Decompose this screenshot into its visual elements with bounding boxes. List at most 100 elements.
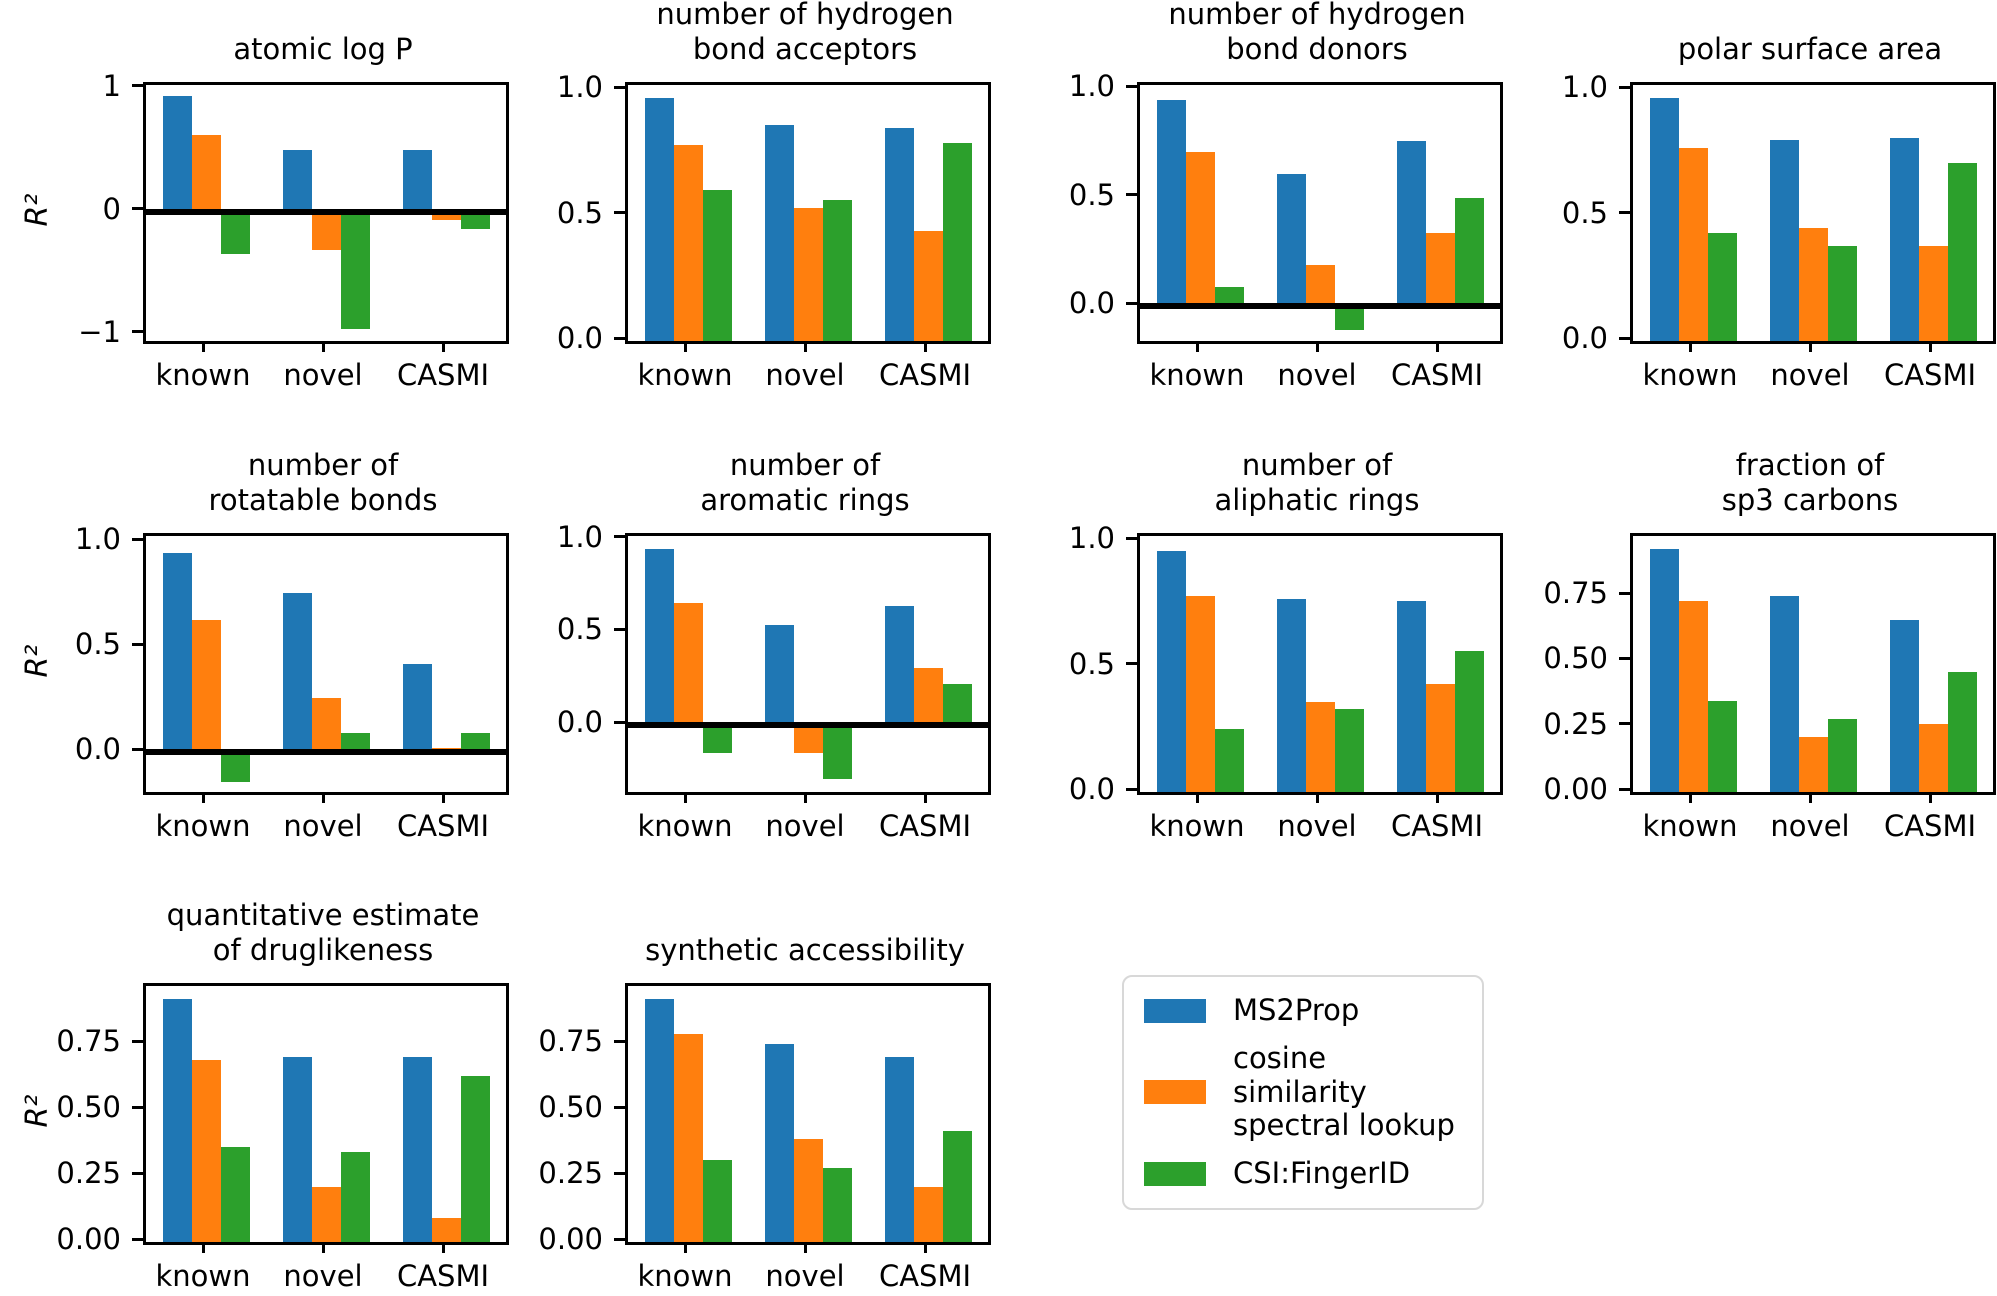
x-tick-mark bbox=[1928, 341, 1932, 352]
bar-rotatable-bonds-novel-s0 bbox=[282, 592, 312, 753]
chart-title-line: number of bbox=[1241, 448, 1393, 483]
y-tick-label: 1.0 bbox=[1068, 521, 1115, 556]
x-tick-label-known: known bbox=[637, 358, 733, 392]
y-tick-label: 1.0 bbox=[556, 519, 603, 554]
y-tick-label: 0.5 bbox=[1068, 646, 1115, 681]
y-tick-label: 0.50 bbox=[1543, 641, 1608, 676]
x-tick-label-known: known bbox=[1149, 809, 1245, 843]
plot-area bbox=[1137, 82, 1503, 344]
y-tick-label: 1 bbox=[102, 68, 121, 103]
bar-sp3-carbons-novel-s2 bbox=[1827, 718, 1857, 792]
chart-title-line: number of hydrogen bbox=[1168, 0, 1466, 32]
bar-aliphatic-rings-novel-s1 bbox=[1305, 701, 1335, 792]
y-tick-label: 0.0 bbox=[556, 321, 603, 355]
y-tick-mark bbox=[1126, 301, 1137, 305]
y-axis-label: R² bbox=[19, 193, 55, 227]
y-tick-label: 0.00 bbox=[56, 1222, 121, 1256]
x-tick-label-CASMI: CASMI bbox=[396, 809, 490, 843]
x-tick-label-known: known bbox=[155, 358, 251, 392]
bar-aromatic-rings-novel-s1 bbox=[793, 725, 823, 754]
x-tick-mark bbox=[441, 792, 445, 803]
x-tick-mark bbox=[803, 341, 807, 352]
bar-polar-surface-area-novel-s0 bbox=[1769, 140, 1799, 341]
y-tick-label: 1.0 bbox=[1561, 70, 1608, 105]
x-tick-label-CASMI: CASMI bbox=[1883, 809, 1977, 843]
x-tick-label-known: known bbox=[1642, 358, 1738, 392]
bar-aromatic-rings-CASMI-s1 bbox=[913, 667, 943, 726]
chart-title-line: rotatable bonds bbox=[208, 483, 438, 518]
x-tick-label-novel: novel bbox=[283, 1259, 363, 1293]
bar-atomic-logp-known-s0 bbox=[162, 96, 192, 212]
legend-swatch-cosine-similarity bbox=[1144, 1080, 1206, 1105]
bar-druglikeness-known-s0 bbox=[162, 999, 192, 1242]
plot-area bbox=[1137, 533, 1503, 795]
chart-title-line: aliphatic rings bbox=[1214, 483, 1420, 518]
y-tick-mark bbox=[1126, 84, 1137, 88]
bar-aromatic-rings-known-s2 bbox=[702, 725, 732, 754]
x-tick-label-known: known bbox=[155, 809, 251, 843]
bar-synthetic-accessibility-known-s1 bbox=[673, 1033, 703, 1242]
x-tick-mark bbox=[321, 1242, 325, 1253]
y-tick-label: 0.5 bbox=[556, 195, 603, 230]
x-tick-label-CASMI: CASMI bbox=[396, 358, 490, 392]
bar-synthetic-accessibility-CASMI-s1 bbox=[913, 1186, 943, 1242]
x-tick-mark bbox=[1688, 792, 1692, 803]
y-tick-label: −1 bbox=[78, 314, 121, 349]
bar-hydrogen-bond-acceptors-novel-s0 bbox=[764, 125, 794, 341]
bar-atomic-logp-CASMI-s0 bbox=[402, 150, 432, 212]
bar-sp3-carbons-novel-s1 bbox=[1798, 737, 1828, 792]
x-tick-label-novel: novel bbox=[1277, 809, 1357, 843]
x-tick-mark bbox=[1195, 792, 1199, 803]
y-tick-label: 0.0 bbox=[1068, 772, 1115, 806]
chart-title-line: bond acceptors bbox=[692, 32, 918, 67]
bar-aliphatic-rings-CASMI-s2 bbox=[1454, 651, 1484, 792]
y-tick-mark bbox=[1619, 656, 1630, 660]
y-tick-label: 0.0 bbox=[556, 705, 603, 740]
x-tick-label-novel: novel bbox=[283, 358, 363, 392]
x-tick-mark bbox=[1195, 341, 1199, 352]
bar-polar-surface-area-known-s0 bbox=[1649, 97, 1679, 341]
bar-druglikeness-novel-s2 bbox=[340, 1152, 370, 1242]
chart-title-line: synthetic accessibility bbox=[645, 933, 965, 968]
x-tick-label-known: known bbox=[637, 1259, 733, 1293]
bar-hydrogen-bond-acceptors-CASMI-s0 bbox=[884, 127, 914, 341]
y-tick-mark bbox=[132, 1171, 143, 1175]
bar-synthetic-accessibility-novel-s2 bbox=[822, 1168, 852, 1242]
bar-polar-surface-area-CASMI-s2 bbox=[1947, 162, 1977, 341]
y-tick-label: 0 bbox=[102, 191, 121, 226]
chart-rotatable-bonds: number of rotatable bonds R² 1.0 0.5 0.0 known… bbox=[20, 448, 509, 843]
bar-polar-surface-area-known-s1 bbox=[1678, 147, 1708, 341]
y-tick-mark bbox=[132, 537, 143, 541]
x-tick-mark bbox=[1435, 792, 1439, 803]
x-tick-mark bbox=[201, 792, 205, 803]
chart-title-line: atomic log P bbox=[233, 32, 413, 67]
legend-item-csi-fingerid: CSI:FingerID bbox=[1144, 1157, 1462, 1190]
bar-hydrogen-bond-donors-novel-s2 bbox=[1334, 306, 1364, 331]
chart-title: fraction of sp3 carbons bbox=[1722, 448, 1898, 518]
chart-title: polar surface area bbox=[1678, 32, 1942, 67]
chart-aliphatic-rings: number of aliphatic rings 1.0 0.5 0.0 known no… bbox=[1069, 448, 1503, 843]
chart-title-line: number of bbox=[729, 448, 881, 483]
bar-aliphatic-rings-CASMI-s0 bbox=[1396, 601, 1426, 792]
chart-synthetic-accessibility: synthetic accessibility 0.75 0.50 0.25 0.00 k… bbox=[538, 933, 991, 1293]
bar-atomic-logp-CASMI-s1 bbox=[431, 211, 461, 221]
y-tick-mark bbox=[614, 211, 625, 214]
bar-hydrogen-bond-donors-CASMI-s1 bbox=[1425, 232, 1455, 307]
bar-hydrogen-bond-acceptors-CASMI-s1 bbox=[913, 230, 943, 341]
plot-area bbox=[625, 533, 991, 795]
bar-hydrogen-bond-donors-CASMI-s0 bbox=[1396, 141, 1426, 307]
chart-hydrogen-bond-donors: number of hydrogen bond donors 1.0 0.5 0.0 kn… bbox=[1069, 0, 1503, 392]
x-tick-mark bbox=[441, 341, 445, 352]
bar-aromatic-rings-novel-s0 bbox=[764, 625, 794, 726]
y-tick-mark bbox=[1619, 211, 1630, 214]
bar-rotatable-bonds-known-s2 bbox=[220, 752, 250, 782]
y-tick-mark bbox=[132, 330, 143, 334]
chart-title: number of hydrogen bond donors bbox=[1168, 0, 1465, 67]
bar-sp3-carbons-CASMI-s2 bbox=[1947, 671, 1977, 792]
x-tick-mark bbox=[1928, 792, 1932, 803]
zero-line bbox=[1140, 303, 1500, 310]
bar-druglikeness-novel-s1 bbox=[311, 1186, 341, 1242]
x-tick-mark bbox=[441, 1242, 445, 1253]
bar-atomic-logp-novel-s2 bbox=[340, 211, 370, 329]
y-tick-label: 0.5 bbox=[1068, 177, 1115, 212]
